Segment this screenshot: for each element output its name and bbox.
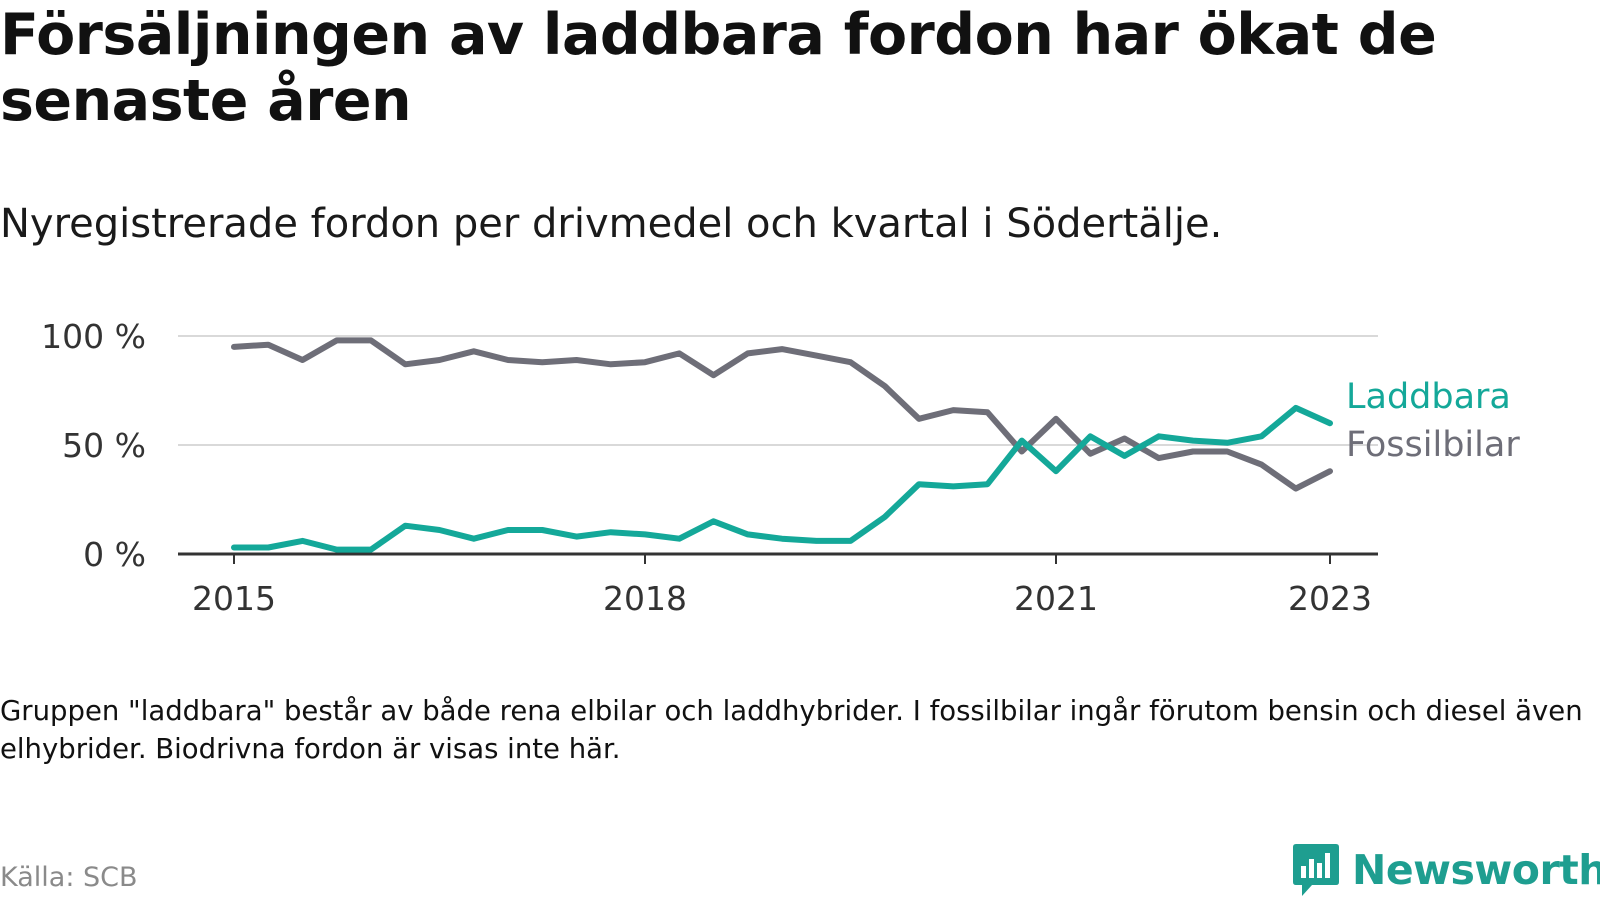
y-tick-label: 50 % [62, 426, 146, 465]
chart-title: Försäljningen av laddbara fordon har öka… [0, 2, 1437, 134]
series-line-laddbara [231, 404, 1333, 553]
x-tick-label: 2023 [1288, 579, 1372, 618]
source-label: Källa: SCB [0, 862, 138, 893]
series-labels: Laddbara Fossilbilar [1346, 377, 1520, 465]
axes: 0 % 50 % 100 % 2015 2018 2021 2023 [41, 317, 1378, 618]
x-tick-label: 2021 [1014, 579, 1098, 618]
brand-name: Newsworthy [1352, 846, 1600, 894]
chart-subtitle: Nyregistrerade fordon per drivmedel och … [0, 201, 1223, 247]
line-chart: 0 % 50 % 100 % 2015 2018 2021 2023 Laddbara Fos… [41, 317, 1520, 618]
series-label-laddbara: Laddbara [1346, 377, 1511, 417]
x-tick-label: 2018 [603, 579, 687, 618]
newsworthy-logo-icon [1293, 844, 1339, 896]
chart-note: Gruppen "laddbara" består av både rena e… [0, 695, 1583, 765]
gridlines [178, 335, 1378, 446]
series-line-fossilbilar [231, 337, 1333, 492]
y-tick-label: 100 % [41, 317, 146, 356]
series-lines [231, 337, 1333, 553]
x-tick-label: 2015 [192, 579, 276, 618]
brand-logo[interactable]: Newsworthy [1292, 842, 1600, 898]
y-tick-label: 0 % [83, 535, 146, 574]
series-label-fossilbilar: Fossilbilar [1346, 425, 1520, 465]
